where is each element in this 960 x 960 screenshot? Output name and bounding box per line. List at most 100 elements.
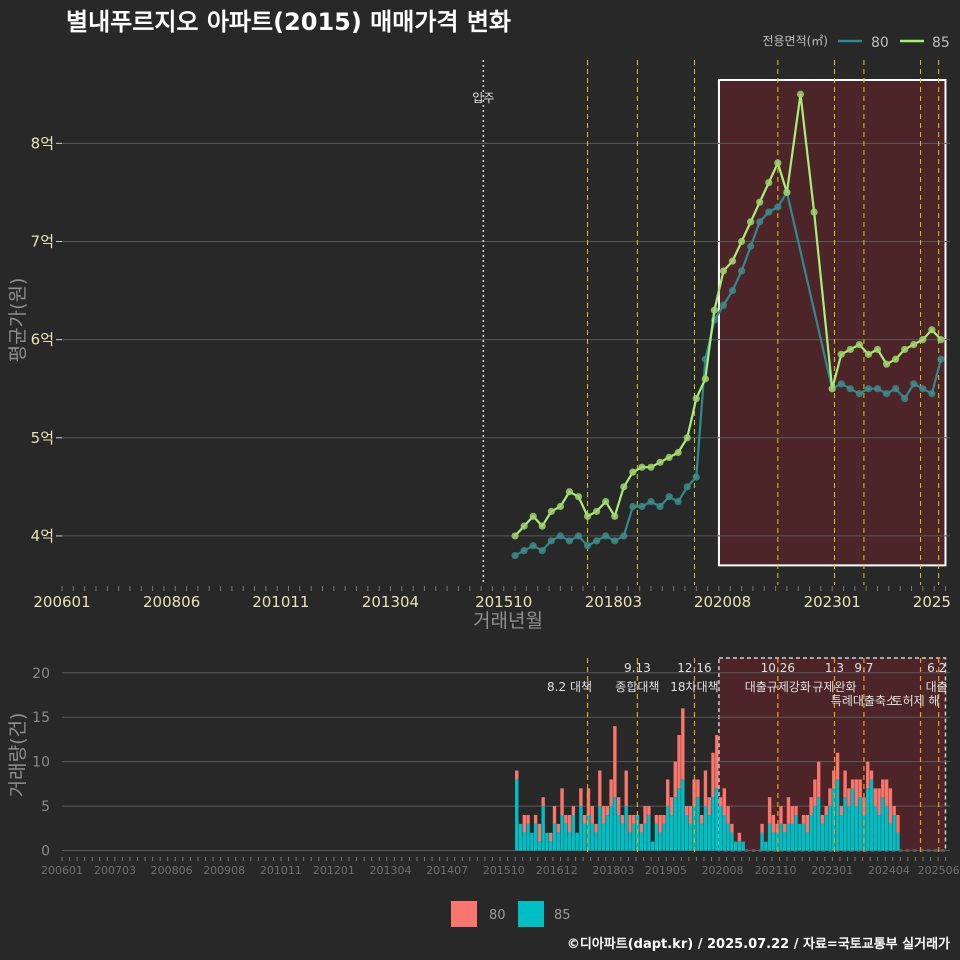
data-point-85 xyxy=(719,267,728,275)
volume-bar-80 xyxy=(813,779,817,807)
volume-bar-80 xyxy=(775,823,779,833)
x-tick-label-3: 201304 xyxy=(362,593,419,611)
data-point-85 xyxy=(692,394,700,403)
volume-bar-80 xyxy=(605,806,610,815)
data-point-80 xyxy=(547,537,555,545)
data-point-85 xyxy=(855,340,863,349)
data-point-85 xyxy=(796,90,805,98)
x-tick-label-4: 201510 xyxy=(475,593,532,611)
volume-bar-85 xyxy=(605,815,610,851)
data-point-80 xyxy=(683,483,691,491)
y-tick-label-0: 4억 xyxy=(31,527,54,545)
volume-bar-80 xyxy=(892,806,896,815)
data-point-80 xyxy=(620,532,628,540)
data-point-85 xyxy=(828,385,836,393)
volume-bar-80 xyxy=(662,815,666,824)
volume-y-tick-3: 15 xyxy=(32,710,50,726)
data-point-80 xyxy=(846,385,854,393)
volume-bar-80 xyxy=(835,752,840,780)
volume-bar-85 xyxy=(794,815,798,851)
volume-x-tick-4: 201011 xyxy=(260,864,302,877)
legend-label-80: 80 xyxy=(871,35,889,51)
volume-bar-85 xyxy=(601,823,606,851)
data-point-85 xyxy=(837,350,845,358)
volume-bar-80 xyxy=(824,806,828,815)
data-point-85 xyxy=(520,522,528,530)
legend-bar-swatch-80 xyxy=(451,901,477,927)
policy-date-4: 1.3 xyxy=(825,661,844,675)
data-point-85 xyxy=(683,434,691,442)
data-point-85 xyxy=(937,336,945,344)
volume-bar-80 xyxy=(647,806,651,815)
volume-x-tick-11: 201905 xyxy=(645,864,687,877)
volume-bar-85 xyxy=(824,815,828,851)
series-line-85 xyxy=(514,94,942,537)
data-point-85 xyxy=(556,502,564,511)
data-point-80 xyxy=(602,532,610,540)
x-tick-label-6: 202008 xyxy=(694,593,751,611)
data-point-85 xyxy=(710,306,719,314)
data-point-85 xyxy=(602,497,610,506)
volume-bar-85 xyxy=(843,797,847,851)
volume-bar-85 xyxy=(733,841,738,851)
volume-bar-85 xyxy=(684,815,689,851)
policy-date-5: 9.7 xyxy=(854,661,873,675)
volume-bar-85 xyxy=(783,832,787,851)
volume-x-tick-2: 200806 xyxy=(151,864,193,877)
data-point-80 xyxy=(574,532,583,540)
data-point-80 xyxy=(855,390,863,398)
volume-bar-85 xyxy=(854,806,859,851)
volume-bar-85 xyxy=(624,806,628,851)
volume-bar-85 xyxy=(790,823,794,851)
volume-bar-80 xyxy=(703,770,708,807)
volume-bar-85 xyxy=(805,832,810,851)
volume-bar-85 xyxy=(609,806,613,851)
volume-bar-80 xyxy=(624,770,628,807)
volume-bar-85 xyxy=(632,823,636,851)
volume-bar-85 xyxy=(866,788,870,851)
volume-bar-80 xyxy=(692,779,696,807)
volume-x-tick-16: 202506 xyxy=(918,864,960,877)
data-point-80 xyxy=(565,537,574,545)
volume-bar-80 xyxy=(639,823,643,833)
data-point-80 xyxy=(583,542,592,550)
data-point-80 xyxy=(511,551,519,560)
volume-bar-85 xyxy=(801,823,806,851)
policy-date-3: 10.26 xyxy=(761,661,795,675)
footer-credit: ©디아파트(dapt.kr) / 2025.07.22 / 자료=국토교통부 실… xyxy=(567,936,950,952)
volume-bar-85 xyxy=(590,823,594,851)
volume-x-tick-10: 201803 xyxy=(592,864,634,877)
volume-bar-80 xyxy=(760,823,764,833)
y-tick-label-2: 6억 xyxy=(31,331,54,349)
policy-name-5: 특례대출축소 xyxy=(831,694,897,708)
volume-bar-85 xyxy=(775,832,779,851)
volume-bar-85 xyxy=(703,806,708,851)
volume-bar-85 xyxy=(567,832,572,851)
volume-bar-80 xyxy=(643,806,647,824)
volume-y-tick-4: 20 xyxy=(32,666,50,682)
volume-bar-85 xyxy=(556,832,560,851)
data-point-85 xyxy=(647,463,655,471)
data-point-80 xyxy=(864,385,873,393)
volume-bar-85 xyxy=(533,823,538,851)
volume-bar-80 xyxy=(673,761,677,798)
volume-bar-80 xyxy=(556,823,560,833)
policy-date-1: 9.13 xyxy=(624,661,651,675)
data-point-85 xyxy=(901,345,909,354)
policy-name-4: 규제완화 xyxy=(812,680,856,694)
volume-bar-85 xyxy=(681,779,685,851)
data-point-85 xyxy=(593,507,601,515)
volume-bar-85 xyxy=(892,815,896,851)
data-point-85 xyxy=(583,512,592,520)
data-point-85 xyxy=(728,257,737,265)
data-point-80 xyxy=(719,301,728,309)
volume-x-tick-15: 202404 xyxy=(868,864,910,877)
x-tick-label-1: 200806 xyxy=(143,593,200,611)
move-in-label: 입주 xyxy=(472,91,494,105)
data-point-85 xyxy=(629,468,637,476)
volume-bar-85 xyxy=(767,823,772,851)
volume-bar-85 xyxy=(718,806,723,851)
volume-bar-80 xyxy=(620,815,625,824)
volume-x-tick-13: 202110 xyxy=(755,864,797,877)
